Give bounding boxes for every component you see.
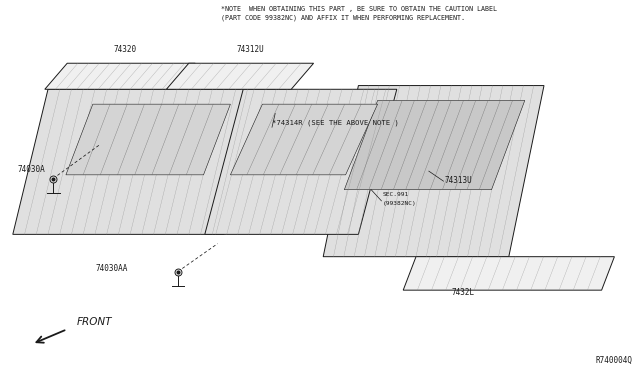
Text: R740004Q: R740004Q [595,356,632,365]
Polygon shape [13,89,259,234]
Text: *NOTE  WHEN OBTAINING THIS PART , BE SURE TO OBTAIN THE CAUTION LABEL: *NOTE WHEN OBTAINING THIS PART , BE SURE… [221,6,497,12]
Text: FRONT: FRONT [77,317,112,327]
Polygon shape [45,63,195,89]
Text: 74320: 74320 [113,45,136,54]
Polygon shape [323,86,544,257]
Text: (PART CODE 99382NC) AND AFFIX IT WHEN PERFORMING REPLACEMENT.: (PART CODE 99382NC) AND AFFIX IT WHEN PE… [221,15,465,21]
Text: 74030AA: 74030AA [95,264,128,273]
Polygon shape [403,257,614,290]
Text: (99382NC): (99382NC) [383,202,417,206]
Text: 7432L: 7432L [451,288,474,297]
Polygon shape [166,63,314,89]
Polygon shape [205,89,397,234]
Polygon shape [66,104,230,175]
Polygon shape [230,104,378,175]
Text: SEC.991: SEC.991 [383,192,409,197]
Polygon shape [344,100,525,190]
Text: *74314R (SEE THE ABOVE NOTE ): *74314R (SEE THE ABOVE NOTE ) [272,120,399,126]
Text: 74313U: 74313U [445,176,472,185]
Text: 74030A: 74030A [18,165,45,174]
Text: 74312U: 74312U [237,45,264,54]
